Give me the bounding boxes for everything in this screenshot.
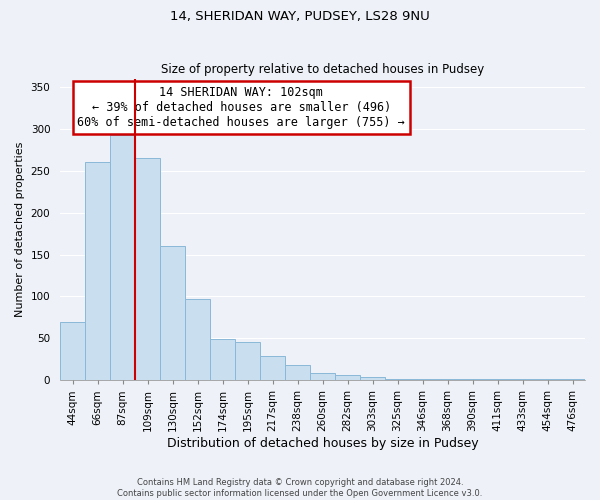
Bar	[510, 378, 535, 380]
Bar	[310, 372, 335, 380]
Bar	[460, 378, 485, 380]
Bar	[560, 378, 585, 380]
X-axis label: Distribution of detached houses by size in Pudsey: Distribution of detached houses by size …	[167, 437, 478, 450]
Text: 14 SHERIDAN WAY: 102sqm
← 39% of detached houses are smaller (496)
60% of semi-d: 14 SHERIDAN WAY: 102sqm ← 39% of detache…	[77, 86, 405, 129]
Bar	[235, 342, 260, 380]
Bar	[110, 134, 135, 380]
Bar	[360, 377, 385, 380]
Y-axis label: Number of detached properties: Number of detached properties	[15, 142, 25, 317]
Text: 14, SHERIDAN WAY, PUDSEY, LS28 9NU: 14, SHERIDAN WAY, PUDSEY, LS28 9NU	[170, 10, 430, 23]
Bar	[485, 378, 510, 380]
Bar	[60, 322, 85, 380]
Bar	[185, 299, 210, 380]
Bar	[160, 246, 185, 380]
Bar	[385, 378, 410, 380]
Bar	[410, 378, 435, 380]
Bar	[85, 162, 110, 380]
Text: Contains HM Land Registry data © Crown copyright and database right 2024.
Contai: Contains HM Land Registry data © Crown c…	[118, 478, 482, 498]
Bar	[435, 378, 460, 380]
Bar	[535, 378, 560, 380]
Title: Size of property relative to detached houses in Pudsey: Size of property relative to detached ho…	[161, 63, 484, 76]
Bar	[260, 356, 285, 380]
Bar	[210, 339, 235, 380]
Bar	[135, 158, 160, 380]
Bar	[285, 365, 310, 380]
Bar	[335, 376, 360, 380]
